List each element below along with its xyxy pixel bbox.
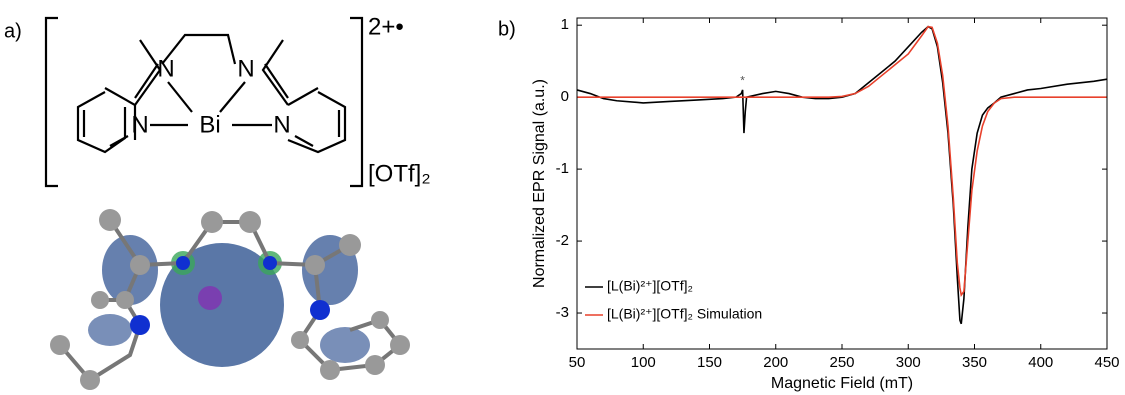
atom: N <box>273 111 290 138</box>
panel-label: a) <box>4 20 22 42</box>
x-tick-label: 300 <box>896 354 921 371</box>
annotation: * <box>740 73 745 87</box>
x-tick-label: 400 <box>1028 354 1053 371</box>
atom: N <box>131 111 148 138</box>
legend-label: [L(Bi)²⁺][OTf]₂ Simulation <box>607 306 762 322</box>
y-tick-label: -1 <box>556 160 569 177</box>
x-tick-label: 250 <box>829 354 854 371</box>
y-tick-label: 0 <box>561 88 569 105</box>
figure: a) b) N N N Bi N 2+• [OTf]₂ 501001502002 <box>0 0 1125 395</box>
x-axis-label: Magnetic Field (mT) <box>771 375 913 392</box>
x-tick-label: 450 <box>1094 354 1119 371</box>
charge: 2+• <box>368 13 404 40</box>
counterion: [OTf]₂ <box>368 160 431 187</box>
y-tick-label: -2 <box>556 232 569 249</box>
series-line <box>577 27 1107 295</box>
x-tick-label: 350 <box>962 354 987 371</box>
y-tick-label: 1 <box>561 16 569 33</box>
atom: N <box>237 55 254 82</box>
plot-frame <box>577 18 1107 349</box>
x-tick-label: 150 <box>697 354 722 371</box>
bracket <box>46 18 362 186</box>
x-tick-label: 50 <box>569 354 586 371</box>
x-tick-label: 100 <box>631 354 656 371</box>
legend-label: [L(Bi)²⁺][OTf]₂ <box>607 278 693 294</box>
panel-label: b) <box>498 18 516 40</box>
spin-density <box>50 209 410 390</box>
atom: Bi <box>199 111 220 138</box>
x-tick-label: 200 <box>763 354 788 371</box>
pyridine-right <box>288 88 345 152</box>
y-tick-label: -3 <box>556 304 569 321</box>
structure: N N N Bi N 2+• [OTf]₂ <box>46 13 431 187</box>
atom: N <box>157 55 174 82</box>
y-axis-label: Normalized EPR Signal (a.u.) <box>531 79 548 288</box>
pyridine-left <box>78 88 135 152</box>
